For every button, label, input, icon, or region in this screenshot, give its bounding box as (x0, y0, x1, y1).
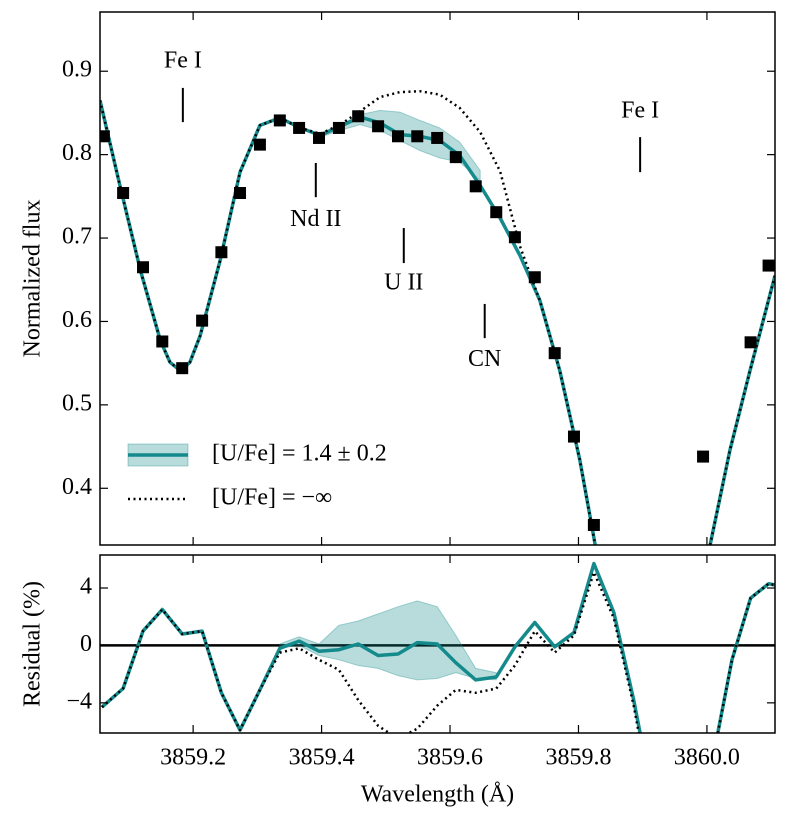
y-tick-label: 0.9 (62, 57, 92, 83)
uncertainty-band (279, 600, 497, 681)
y-tick-label: 0 (80, 631, 92, 657)
y-tick-label: 0.6 (62, 307, 92, 333)
annotation-label: Fe I (621, 98, 659, 124)
y-tick-label: 0.4 (62, 474, 92, 500)
annotation-label: Fe I (164, 48, 202, 74)
data-point (332, 121, 345, 134)
annotation-label: U II (384, 269, 423, 295)
annotation-label: CN (468, 346, 501, 372)
x-axis-label: Wavelength (Å) (361, 782, 514, 808)
data-point (762, 259, 775, 272)
model-line-dotted (100, 89, 775, 545)
data-point (548, 347, 561, 360)
y-tick-label: 4 (80, 574, 92, 600)
y-tick-label: 0.7 (62, 224, 92, 250)
data-point (253, 138, 266, 151)
x-tick-label: 3859.6 (417, 745, 483, 771)
data-point (508, 231, 521, 244)
data-point (528, 271, 541, 284)
annotation-label: Nd II (290, 206, 341, 232)
plot-area (100, 89, 775, 545)
data-point (697, 450, 710, 463)
data-point (273, 114, 286, 127)
data-point (411, 130, 424, 143)
axes-frame (99, 554, 776, 734)
legend-label: [U/Fe] = 1.4 ± 0.2 (212, 441, 387, 467)
data-point (313, 131, 326, 144)
data-point (469, 180, 482, 193)
data-point (372, 120, 385, 133)
y-tick-label: −4 (66, 688, 92, 714)
data-point (100, 130, 110, 143)
y-tick-label: 0.5 (62, 390, 92, 416)
data-point (352, 110, 365, 123)
data-point (431, 131, 444, 144)
x-tick-label: 3859.2 (160, 745, 226, 771)
y-axis-label: Normalized flux (20, 200, 46, 358)
legend-label: [U/Fe] = −∞ (212, 485, 332, 511)
data-point (587, 518, 600, 531)
axes-frame (99, 11, 776, 546)
uncertainty-band (319, 109, 481, 182)
data-point (137, 261, 150, 274)
data-point (449, 151, 462, 164)
data-point (234, 187, 247, 200)
model-line-dotted (101, 570, 775, 733)
data-point (744, 336, 757, 349)
data-point (156, 335, 169, 348)
data-point (117, 187, 130, 200)
data-point (490, 206, 503, 219)
data-point (567, 430, 580, 443)
x-tick-label: 3859.8 (545, 745, 611, 771)
y-tick-label: 0.8 (62, 140, 92, 166)
plot-area (100, 561, 775, 733)
x-tick-label: 3859.4 (289, 745, 355, 771)
data-point (215, 246, 228, 259)
y-axis-label: Residual (%) (20, 581, 46, 707)
data-point (176, 362, 189, 375)
x-tick-label: 3860.0 (674, 745, 740, 771)
data-point (196, 314, 209, 327)
data-point (293, 121, 306, 134)
data-point (392, 130, 405, 143)
